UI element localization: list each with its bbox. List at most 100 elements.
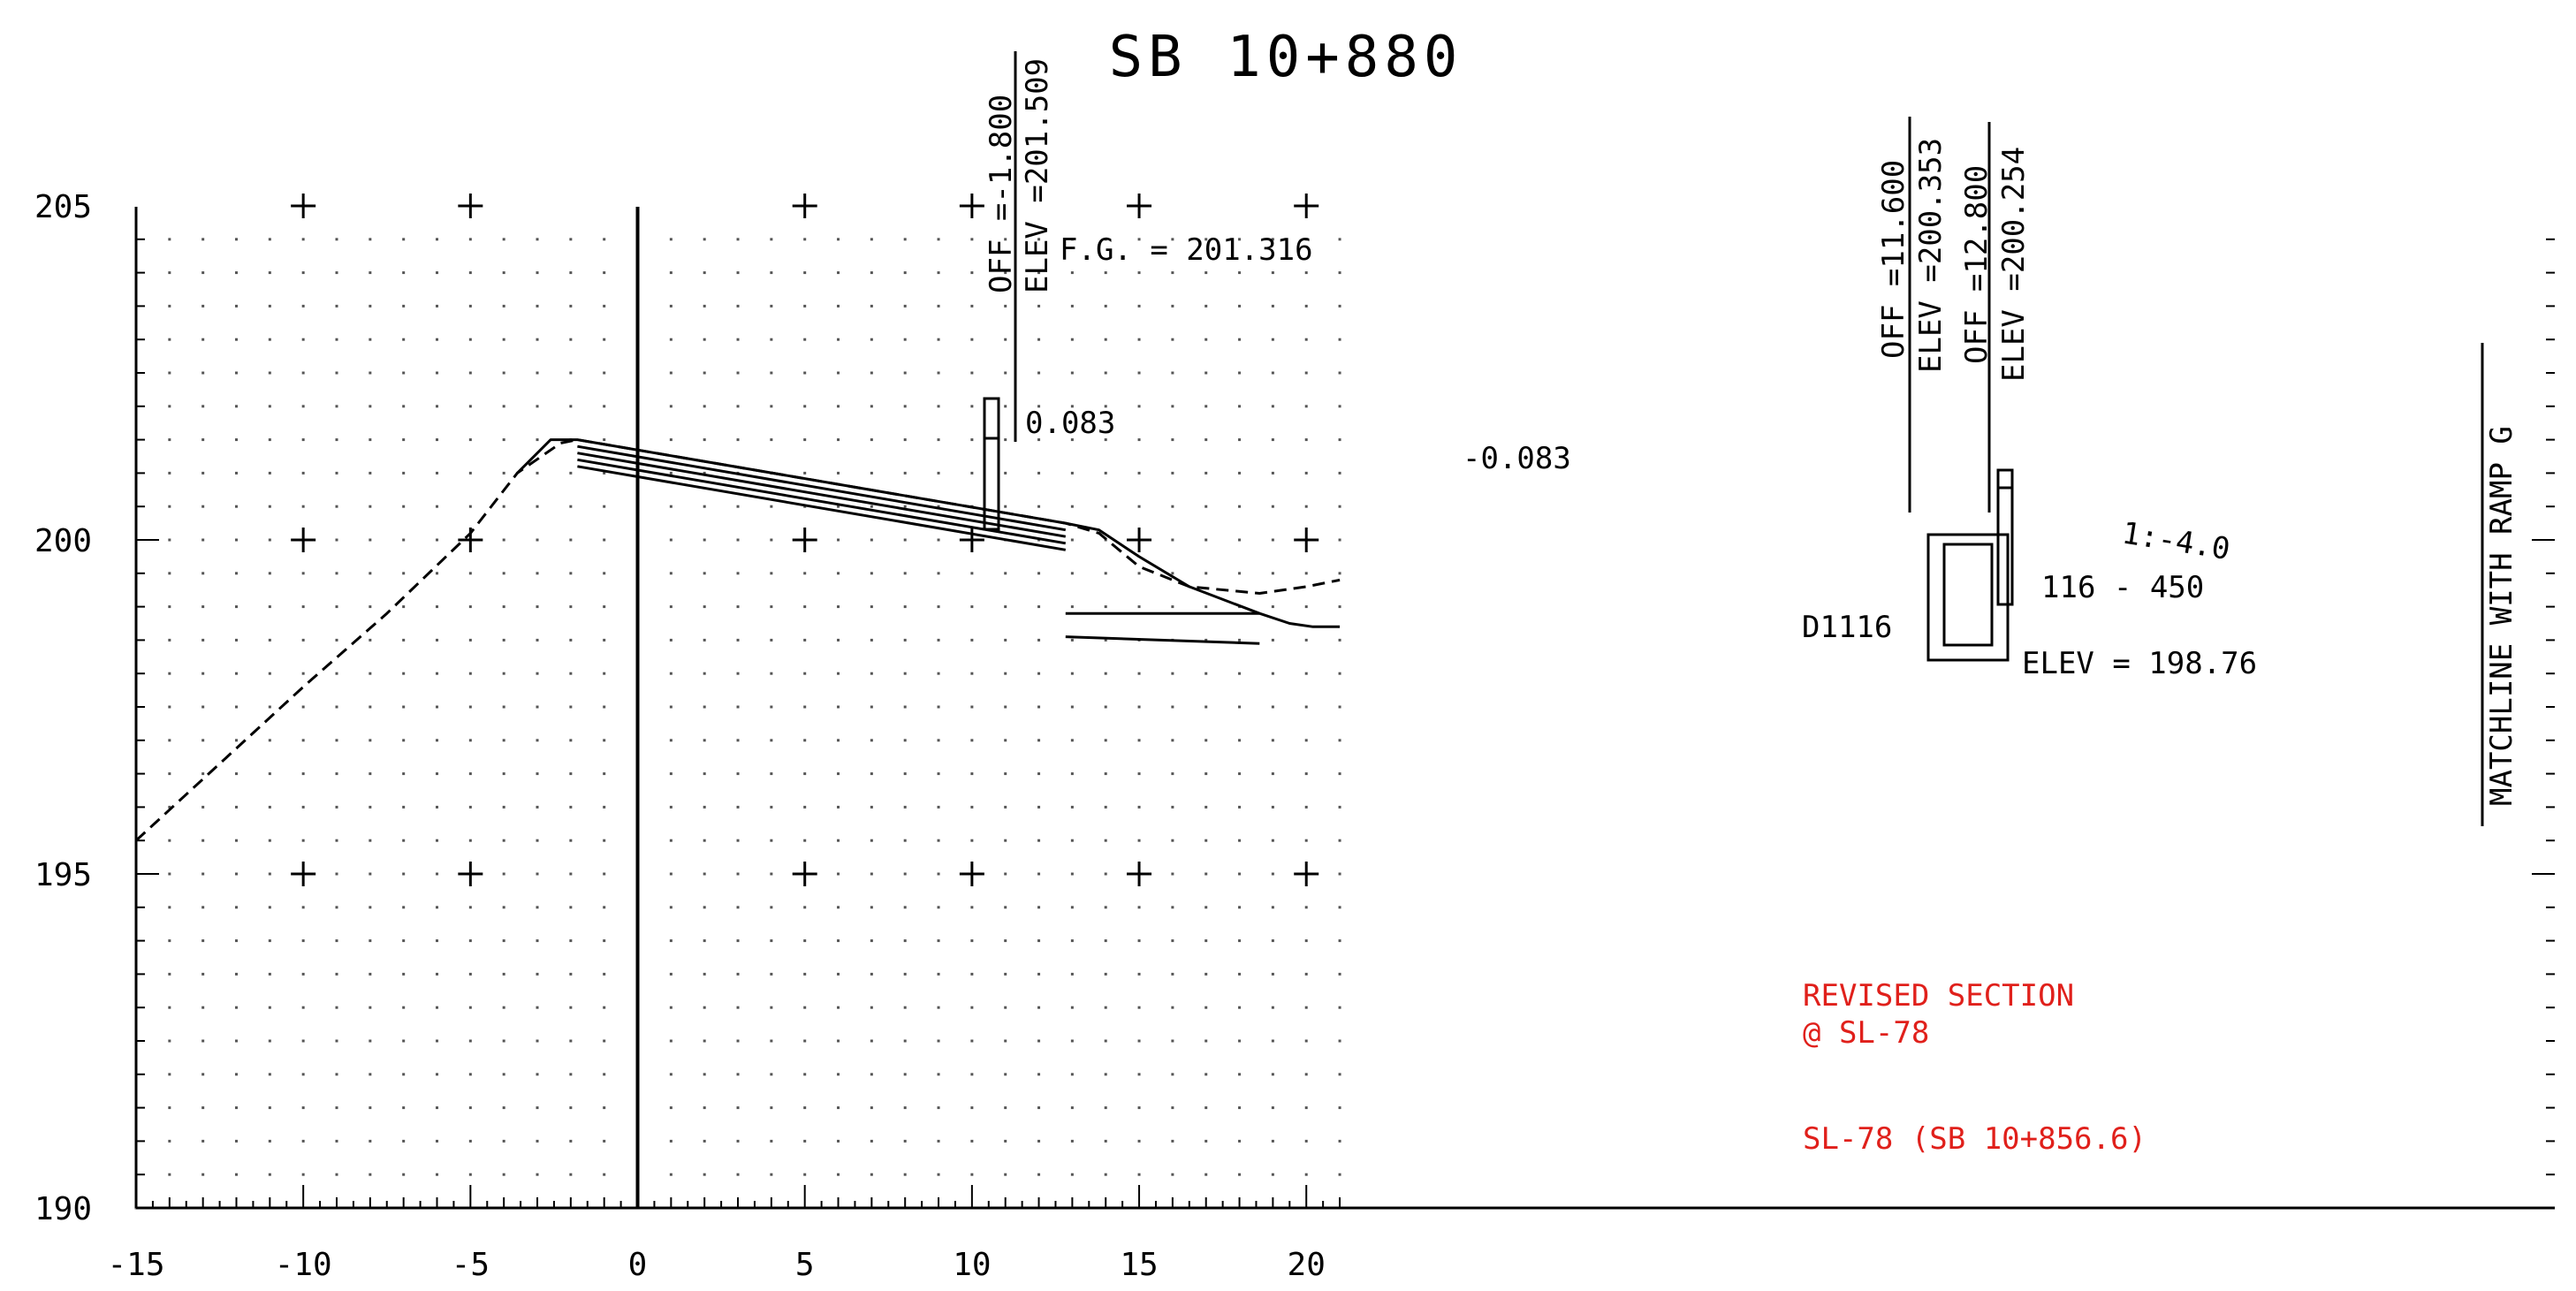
grid-dot: [1338, 538, 1341, 542]
grid-dot: [569, 872, 573, 876]
profile-series-1: [516, 438, 1341, 628]
grid-dot: [201, 572, 205, 575]
grid-dot: [736, 972, 740, 976]
grid-dot: [369, 1006, 372, 1009]
grid-dot: [870, 605, 873, 609]
grid-dot: [970, 839, 974, 842]
grid-dot: [369, 238, 372, 241]
grid-dot: [1271, 705, 1274, 709]
grid-dot: [335, 471, 338, 475]
grid-dot: [369, 505, 372, 508]
grid-dot: [1004, 371, 1007, 375]
grid-dot: [837, 271, 840, 275]
grid-dot: [369, 1106, 372, 1110]
grid-dot: [1271, 739, 1274, 742]
grid-dot: [536, 572, 539, 575]
grid-dot: [937, 471, 940, 475]
grid-dot: [937, 872, 940, 876]
grid-dot: [1204, 906, 1208, 909]
grid-dot: [1271, 538, 1274, 542]
grid-dot: [1338, 505, 1341, 508]
grid-dot: [468, 672, 472, 675]
grid-dot: [1137, 572, 1141, 575]
grid-dot: [301, 705, 305, 709]
grid-dot: [235, 1139, 239, 1143]
grid-dot: [803, 805, 807, 809]
grid-dot: [870, 1039, 873, 1043]
grid-dot: [402, 906, 406, 909]
grid-dot: [703, 1139, 706, 1143]
grid-dot: [201, 839, 205, 842]
grid-dot: [703, 839, 706, 842]
grid-dot: [1204, 1073, 1208, 1076]
grid-dot: [970, 1173, 974, 1176]
grid-dot: [235, 939, 239, 943]
grid-dot: [468, 371, 472, 375]
grid-dot: [603, 906, 606, 909]
grid-dot: [301, 405, 305, 408]
grid-dot: [335, 238, 338, 241]
grid-dot: [1204, 939, 1208, 943]
grid-dot: [335, 1173, 338, 1176]
grid-dot: [1304, 438, 1308, 442]
grid-dot: [903, 572, 907, 575]
grid-dot: [937, 638, 940, 642]
grid-dot: [569, 638, 573, 642]
grid-dot: [335, 1073, 338, 1076]
grid-dot: [536, 1139, 539, 1143]
grid-dot: [235, 538, 239, 542]
grid-dot: [268, 705, 271, 709]
grid-dot: [1004, 505, 1007, 508]
grid-dot: [1171, 271, 1174, 275]
grid-dot: [903, 538, 907, 542]
grid-dot: [369, 972, 372, 976]
grid-dot: [436, 906, 439, 909]
grid-dot: [1137, 304, 1141, 308]
grid-dot: [468, 271, 472, 275]
grid-dot: [870, 739, 873, 742]
grid-dot: [1137, 772, 1141, 776]
grid-dot: [268, 505, 271, 508]
grid-dot: [669, 872, 672, 876]
grid-dot: [335, 772, 338, 776]
grid-dot: [402, 1173, 406, 1176]
grid-dot: [1338, 672, 1341, 675]
grid-dot: [235, 1073, 239, 1076]
grid-dot: [736, 338, 740, 341]
grid-dot: [1271, 1039, 1274, 1043]
grid-dot: [1271, 572, 1274, 575]
grid-dot: [436, 572, 439, 575]
profile-series-5: [577, 465, 1067, 551]
grid-dot: [536, 839, 539, 842]
grid-dot: [335, 538, 338, 542]
grid-dot: [1037, 438, 1041, 442]
grid-dot: [1004, 1173, 1007, 1176]
left-elev-label: ELEV =201.509: [1020, 58, 1055, 293]
grid-dot: [903, 1173, 907, 1176]
grid-dot: [335, 1106, 338, 1110]
grid-dot: [903, 304, 907, 308]
grid-dot: [837, 1073, 840, 1076]
grid-dot: [402, 939, 406, 943]
grid-dot: [1304, 271, 1308, 275]
grid-dot: [937, 672, 940, 675]
grid-dot: [369, 271, 372, 275]
grid-dot: [402, 739, 406, 742]
grid-dot: [603, 238, 606, 241]
grid-dot: [301, 572, 305, 575]
grid-dot: [1238, 906, 1242, 909]
grid-dot: [468, 939, 472, 943]
grid-dot: [1104, 972, 1107, 976]
grid-dot: [1204, 304, 1208, 308]
grid-dot: [1137, 705, 1141, 709]
grid-dot: [1070, 839, 1074, 842]
grid-dot: [468, 638, 472, 642]
grid-dot: [703, 405, 706, 408]
grid-dot: [736, 271, 740, 275]
grid-dot: [1304, 605, 1308, 609]
grid-dot: [1304, 371, 1308, 375]
grid-dot: [803, 939, 807, 943]
grid-dot: [1271, 939, 1274, 943]
grid-dot: [1070, 972, 1074, 976]
grid-dot: [603, 705, 606, 709]
